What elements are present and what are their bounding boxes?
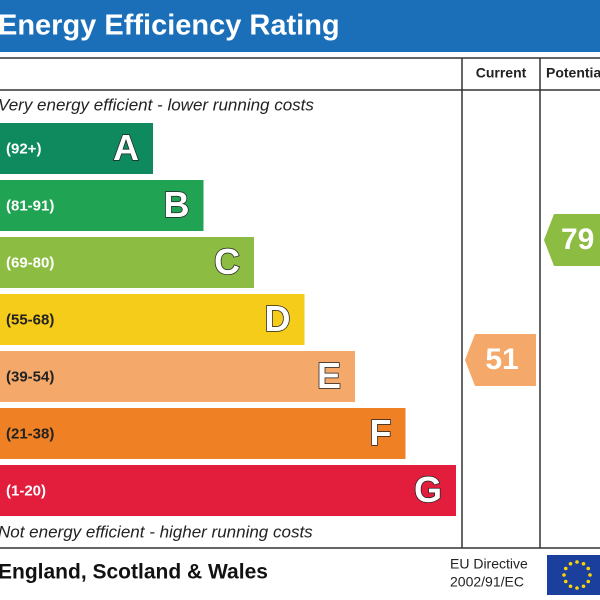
eu-star	[568, 561, 573, 566]
band-bar	[0, 408, 406, 459]
band-range: (1-20)	[6, 482, 46, 499]
band-bar	[0, 237, 254, 288]
band-range: (55-68)	[6, 311, 54, 328]
band-bar	[0, 351, 355, 402]
band-bar	[0, 123, 153, 174]
table-frame	[0, 57, 600, 549]
eu-star	[581, 584, 586, 589]
bands: (92+) A (81-91) B (69-80) C (55-68) D (39-54) E (2…	[0, 123, 456, 516]
eu-star	[563, 579, 568, 584]
band-range: (92+)	[6, 140, 41, 157]
band-letter: G	[414, 469, 442, 510]
band-letter: F	[370, 412, 392, 453]
band-letter: B	[164, 184, 190, 225]
eu-star	[568, 584, 573, 589]
band-letter: C	[214, 241, 240, 282]
eu-star	[581, 561, 586, 566]
eu-star	[588, 573, 592, 577]
title: Energy Efficiency Rating	[0, 10, 340, 42]
band-letter: E	[317, 355, 341, 396]
band-range: (69-80)	[6, 254, 54, 271]
band-bar	[0, 294, 305, 345]
eu-star	[563, 566, 568, 571]
footer-region: England, Scotland & Wales	[0, 561, 268, 584]
band-letter: A	[113, 127, 139, 168]
column-header: Potential	[546, 65, 600, 81]
band-range: (21-38)	[6, 425, 54, 442]
eu-stars	[562, 560, 592, 590]
current-rating: 51	[485, 343, 518, 376]
eu-star	[575, 560, 579, 564]
column-header: Current	[476, 65, 527, 81]
footer-directive: 2002/91/EC	[450, 574, 524, 590]
band-letter: D	[265, 298, 291, 339]
band-bar	[0, 465, 456, 516]
band-range: (39-54)	[6, 368, 54, 385]
band-range: (81-91)	[6, 197, 54, 214]
band-bar	[0, 180, 204, 231]
eu-star	[562, 573, 566, 577]
current-arrow	[465, 334, 536, 386]
potential-arrow	[544, 214, 600, 266]
eu-flag	[547, 555, 600, 595]
eu-star	[586, 566, 591, 571]
bottom-note: Not energy efficient - higher running co…	[0, 522, 313, 541]
potential-rating: 79	[561, 223, 594, 256]
eu-star	[575, 586, 579, 590]
top-note: Very energy efficient - lower running co…	[0, 95, 314, 114]
title-bar	[0, 0, 600, 52]
eu-star	[586, 579, 591, 584]
footer-directive: EU Directive	[450, 556, 528, 572]
